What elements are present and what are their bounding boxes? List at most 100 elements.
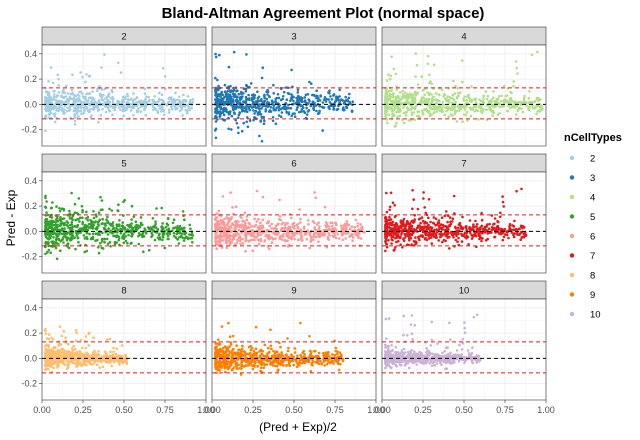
data-point <box>75 350 78 354</box>
data-point <box>118 219 121 222</box>
data-point <box>495 100 499 103</box>
data-point <box>85 92 88 96</box>
data-point <box>161 67 165 70</box>
data-point <box>88 222 91 226</box>
data-point <box>298 208 301 211</box>
data-point <box>456 87 459 90</box>
data-point <box>308 246 312 250</box>
data-point <box>71 214 75 218</box>
data-point <box>105 237 109 241</box>
data-point <box>84 346 88 350</box>
data-point <box>96 106 100 110</box>
data-point <box>398 110 401 113</box>
data-point <box>428 233 432 237</box>
data-point <box>59 249 62 252</box>
data-point <box>130 222 133 225</box>
data-point <box>424 211 428 215</box>
data-point <box>491 114 495 117</box>
data-point <box>384 240 387 243</box>
data-point <box>338 88 342 92</box>
data-point <box>262 115 266 119</box>
data-point <box>410 224 414 228</box>
data-point <box>214 110 217 114</box>
data-point <box>386 98 390 101</box>
data-point <box>425 238 429 242</box>
data-point <box>427 198 431 201</box>
data-point <box>82 106 86 110</box>
data-point <box>430 242 434 245</box>
data-point <box>451 93 455 97</box>
data-point <box>272 83 275 87</box>
data-point <box>44 232 48 236</box>
data-point <box>160 228 164 231</box>
data-point <box>293 115 297 118</box>
data-point <box>76 97 80 100</box>
data-point <box>488 222 491 226</box>
data-point <box>47 351 50 355</box>
data-point <box>439 108 442 112</box>
data-point <box>297 94 300 98</box>
data-point <box>459 104 463 108</box>
data-point <box>300 239 304 242</box>
data-point <box>520 100 523 104</box>
data-point <box>144 105 148 109</box>
data-point <box>73 224 76 228</box>
data-point <box>59 343 63 346</box>
data-point <box>216 78 219 82</box>
data-point <box>105 95 109 99</box>
data-point <box>242 121 245 125</box>
data-point <box>393 204 397 207</box>
data-point <box>80 112 83 116</box>
data-point <box>315 109 318 113</box>
data-point <box>87 344 90 347</box>
data-point <box>329 104 332 108</box>
data-point <box>428 104 432 107</box>
data-point <box>263 94 266 98</box>
data-point <box>113 234 117 238</box>
data-point <box>73 99 77 102</box>
data-point <box>441 223 445 227</box>
data-point <box>497 95 501 98</box>
data-point <box>99 241 102 245</box>
data-point <box>219 107 223 111</box>
data-point <box>44 327 47 331</box>
data-point <box>160 93 164 96</box>
data-point <box>471 234 475 237</box>
data-point <box>509 106 512 110</box>
data-point <box>219 113 222 116</box>
data-point <box>121 225 125 229</box>
data-point <box>44 252 47 256</box>
data-point <box>235 222 238 226</box>
data-point <box>44 221 47 225</box>
data-point <box>444 106 447 109</box>
data-point <box>333 234 337 237</box>
data-point <box>259 119 263 122</box>
data-point <box>274 224 278 227</box>
data-point <box>57 91 61 94</box>
data-point <box>66 97 69 101</box>
data-point <box>496 113 500 117</box>
data-point <box>252 93 255 96</box>
data-point <box>235 106 239 109</box>
data-point <box>251 224 254 228</box>
data-point <box>49 206 53 210</box>
data-point <box>54 99 58 102</box>
data-point <box>227 321 230 325</box>
data-point <box>129 97 133 101</box>
data-point <box>327 106 330 109</box>
data-point <box>431 221 435 225</box>
data-point <box>536 50 539 54</box>
data-point <box>266 93 269 96</box>
data-point <box>421 111 425 115</box>
data-point <box>227 99 230 103</box>
data-point <box>155 231 159 234</box>
data-point <box>437 93 441 96</box>
data-point <box>462 97 465 101</box>
data-point <box>385 243 389 246</box>
data-point <box>138 226 142 229</box>
data-point <box>520 187 523 191</box>
data-point <box>61 217 64 221</box>
data-point <box>101 231 104 235</box>
data-point <box>177 95 181 99</box>
data-point <box>188 101 192 104</box>
